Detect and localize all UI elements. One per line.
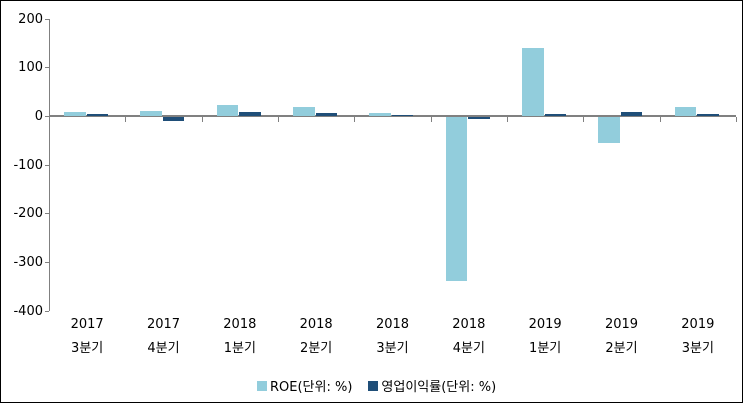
operating-margin-bar: [544, 114, 566, 116]
roe-bar: [216, 105, 239, 116]
x-axis-tick: [430, 117, 432, 122]
operating-margin-series-swatch-icon: [368, 380, 379, 391]
operating-margin-bar: [468, 117, 490, 119]
y-axis-tick-label: -200: [13, 206, 43, 222]
y-axis-line: [49, 18, 50, 311]
x-axis-tick: [125, 117, 127, 122]
x-category-quarter-label: 3분기: [376, 341, 409, 356]
x-category-year-label: 2018: [299, 317, 333, 332]
y-axis-tick-label: -400: [13, 303, 43, 319]
operating-margin-bar: [162, 117, 185, 121]
operating-margin-bar: [620, 111, 643, 116]
y-axis-tick: [45, 18, 49, 20]
roe-bar: [522, 47, 544, 116]
x-axis-tick: [736, 117, 737, 122]
operating-margin-bar: [239, 112, 261, 116]
y-axis-tick: [45, 213, 49, 215]
x-category-year-label: 2018: [452, 317, 486, 332]
y-axis-tick: [45, 67, 49, 69]
roe-series-swatch-icon: [257, 380, 267, 391]
y-axis-tick-label: -100: [13, 157, 43, 173]
y-axis-tick-label: 0: [34, 109, 43, 124]
y-axis-tick: [45, 164, 49, 166]
x-category-year-label: 2017: [146, 317, 181, 332]
x-axis-tick: [659, 117, 661, 122]
roe-bar: [674, 107, 697, 116]
x-category-quarter-label: 1분기: [529, 341, 562, 356]
x-category-quarter-label: 2분기: [300, 341, 333, 356]
x-category-year-label: 2017: [70, 317, 104, 332]
roe-bar: [445, 117, 468, 281]
x-category-year-label: 2018: [375, 317, 410, 332]
operating-margin-bar: [391, 115, 414, 117]
y-axis-tick-label: 200: [18, 11, 43, 27]
x-category-year-label: 2019: [681, 317, 715, 332]
y-axis-tick: [45, 116, 49, 117]
roe-bar: [140, 111, 162, 116]
x-axis-tick: [583, 117, 585, 122]
operating-margin-bar: [315, 113, 337, 116]
x-category-quarter-label: 3분기: [681, 341, 714, 356]
x-axis-tick: [278, 117, 279, 122]
x-category-quarter-label: 2분기: [605, 341, 638, 356]
operating-margin-legend-label: 영업이익률(단위: %): [381, 380, 497, 395]
x-axis-tick: [201, 117, 203, 122]
y-axis-tick-label: 100: [18, 60, 43, 76]
x-category-quarter-label: 3분기: [71, 341, 104, 356]
roe-bar: [64, 111, 86, 116]
x-axis-tick: [354, 117, 356, 122]
y-axis-tick: [45, 310, 49, 312]
x-axis-tick: [507, 117, 508, 122]
roe-bar: [598, 117, 620, 143]
x-category-quarter-label: 1분기: [223, 341, 256, 356]
x-category-year-label: 2019: [528, 317, 562, 332]
legend-item-operating-margin: 영업이익률(단위: %): [368, 376, 496, 395]
legend-item-roe: ROE(단위: %): [257, 376, 352, 395]
operating-margin-bar: [697, 113, 719, 116]
roe-bar: [369, 112, 391, 116]
y-axis-tick-label: -300: [13, 255, 43, 270]
operating-margin-bar: [86, 114, 108, 116]
x-category-quarter-label: 4분기: [147, 341, 180, 356]
roe-bar: [293, 107, 315, 116]
y-axis-tick: [45, 262, 49, 263]
x-category-year-label: 2018: [223, 317, 257, 332]
x-category-year-label: 2019: [604, 317, 639, 332]
chart-legend: ROE(단위: %) 영업이익률(단위: %): [257, 376, 496, 395]
x-category-quarter-label: 4분기: [452, 341, 485, 356]
roe-legend-label: ROE(단위: %): [270, 380, 353, 395]
